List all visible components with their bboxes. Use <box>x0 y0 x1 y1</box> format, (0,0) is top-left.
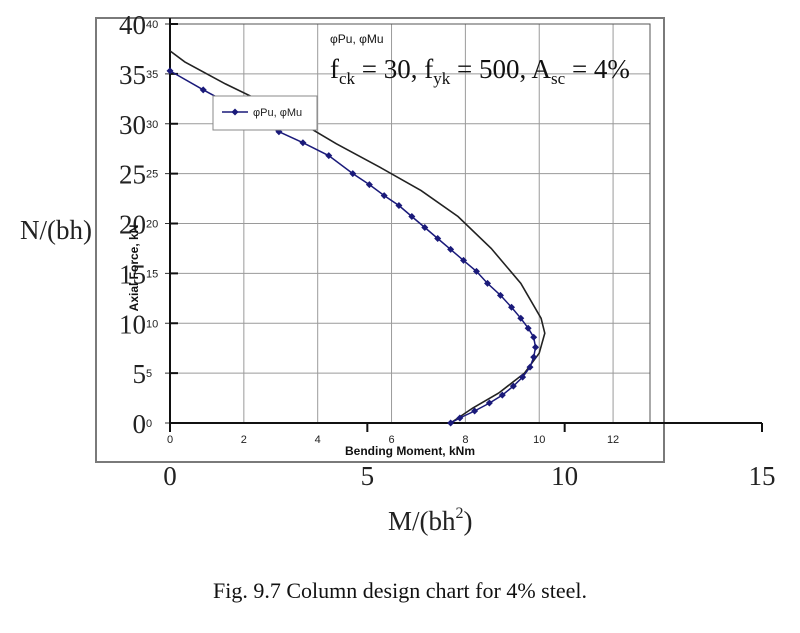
overlay-y-tick-label: 5 <box>133 359 147 389</box>
data-point <box>530 353 538 361</box>
data-point <box>530 333 538 341</box>
y-tick-label: 10 <box>146 318 158 330</box>
data-point <box>472 267 480 275</box>
data-point <box>485 399 493 407</box>
y-tick-label: 15 <box>146 268 158 280</box>
y-tick-label: 20 <box>146 219 158 231</box>
y-tick-label: 25 <box>146 169 158 181</box>
y-tick-label: 5 <box>146 368 152 380</box>
data-point <box>517 314 525 322</box>
overlay-y-tick-label: 25 <box>119 160 146 190</box>
chart-title: φPu, φMu <box>330 32 384 46</box>
y-tick-label: 40 <box>146 19 158 31</box>
overlay-y-tick-label: 15 <box>119 259 146 289</box>
x-tick-label: 2 <box>241 434 247 446</box>
figure-caption: Fig. 9.7 Column design chart for 4% stee… <box>213 578 587 603</box>
data-point <box>349 170 357 178</box>
legend: φPu, φMu <box>212 95 318 131</box>
legend-marker <box>231 108 239 116</box>
data-point <box>496 291 504 299</box>
data-point <box>519 373 527 381</box>
data-point <box>456 414 464 422</box>
data-point <box>380 192 388 200</box>
y-axis-label: Axial Force, kN <box>127 225 141 312</box>
overlay-y-tick-label: 10 <box>119 309 146 339</box>
curves <box>166 50 546 427</box>
overlay-y-label: N/(bh) <box>20 215 92 245</box>
data-point <box>421 223 429 231</box>
y-tick-label: 0 <box>146 418 152 430</box>
overlay-x-tick-label: 5 <box>361 461 375 491</box>
data-point <box>524 324 532 332</box>
y-tick-label: 35 <box>146 69 158 81</box>
data-point <box>532 343 540 351</box>
data-point <box>460 256 468 264</box>
overlay-y-tick-label: 0 <box>133 409 147 439</box>
overlay-x-tick-label: 10 <box>551 461 578 491</box>
x-tick-label: 4 <box>315 434 321 446</box>
overlay-y-tick-label: 40 <box>119 10 146 40</box>
data-point <box>199 86 207 94</box>
data-point <box>447 419 455 427</box>
legend-box <box>212 95 318 131</box>
overlay-y-tick-label: 30 <box>119 110 146 140</box>
data-point <box>299 139 307 147</box>
overlay-x-tick-label: 0 <box>163 461 177 491</box>
data-point <box>395 202 403 210</box>
chart-frame <box>95 17 665 463</box>
x-tick-label: 8 <box>462 434 468 446</box>
data-point <box>508 303 516 311</box>
annotation: fck = 30, fyk = 500, Asc = 4% <box>330 54 630 88</box>
data-point <box>526 363 534 371</box>
data-point <box>365 181 373 189</box>
x-tick-label: 12 <box>607 434 619 446</box>
x-axis-label: Bending Moment, kNm <box>345 444 475 458</box>
x-tick-label: 0 <box>167 434 173 446</box>
data-point <box>434 234 442 242</box>
overlay-x-label: M/(bh2) <box>388 505 473 536</box>
data-point <box>166 67 174 75</box>
data-point <box>484 279 492 287</box>
x-tick-label: 6 <box>388 434 394 446</box>
data-point <box>325 152 333 160</box>
data-point <box>408 213 416 221</box>
overlay-y-tick-label: 35 <box>119 60 146 90</box>
data-point <box>447 245 455 253</box>
data-point <box>471 407 479 415</box>
data-point <box>509 382 517 390</box>
overlay-y-tick-label: 20 <box>119 210 146 240</box>
y-tick-label: 30 <box>146 119 158 131</box>
data-point <box>498 391 506 399</box>
x-tick-label: 10 <box>533 434 545 446</box>
legend-entry: φPu, φMu <box>253 107 302 119</box>
overlay-x-tick-label: 15 <box>749 461 776 491</box>
